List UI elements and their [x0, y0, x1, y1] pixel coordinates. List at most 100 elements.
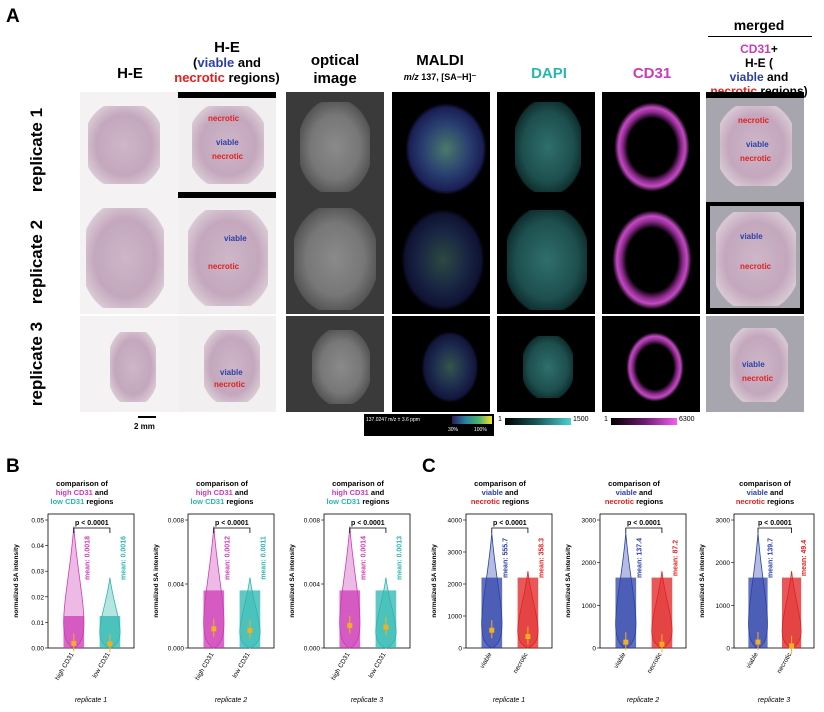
- maldi-colorbar: 137.0247 m/z ± 3.6 ppm 30% 100%: [364, 414, 494, 436]
- dapi-scale-min: 1: [498, 416, 502, 423]
- chart-title-line1: comparison of: [739, 479, 791, 488]
- p-value-label: p < 0.0001: [627, 520, 661, 527]
- mean-marker: [659, 641, 665, 647]
- y-tick-label: 0.008: [304, 518, 321, 525]
- image-dapi-rep2: [497, 202, 595, 314]
- plot-frame: [323, 513, 411, 649]
- image-merged-rep1: necrotic viable necrotic: [706, 92, 804, 204]
- image-dapi-rep3: [497, 316, 595, 412]
- y-tick-label: 0: [458, 646, 462, 653]
- cd31-colorbar: [611, 418, 677, 425]
- p-value-label: p < 0.0001: [75, 520, 109, 527]
- panel-letter-b: B: [6, 456, 20, 477]
- mean-label-low-CD31: mean: 0.0011: [260, 536, 267, 580]
- points-viable: [615, 577, 637, 648]
- scale-bar: [138, 416, 156, 418]
- cd31-scale-max: 6300: [679, 416, 695, 423]
- col-he-regions-title: H-E (viable and necrotic regions): [174, 39, 280, 85]
- mean-label-viable: mean: 139.7: [767, 538, 774, 578]
- x-tick-label: high CD31: [54, 651, 76, 681]
- y-axis-label: normalized SA intensity: [431, 544, 438, 618]
- x-tick-label: necrotic: [646, 651, 664, 675]
- cd31-scale-min: 1: [604, 416, 608, 423]
- mean-label-high-CD31: mean: 0.0012: [224, 536, 231, 580]
- mean-label-high-CD31: mean: 0.0018: [84, 536, 91, 580]
- mean-label-necrotic: mean: 87.2: [672, 540, 679, 576]
- y-tick-label: 4000: [448, 518, 463, 525]
- x-tick-label: high CD31: [194, 651, 216, 681]
- col-merged-title: CD31+ H-E ( viable and necrotic regions): [710, 42, 808, 98]
- p-value-label: p < 0.0001: [215, 520, 249, 527]
- image-he-rep3: [80, 316, 178, 412]
- x-axis-label: replicate 1: [493, 697, 525, 704]
- x-axis-label: replicate 2: [627, 697, 659, 704]
- x-tick-label: high CD31: [330, 651, 352, 681]
- y-tick-label: 0.04: [31, 543, 44, 550]
- y-tick-label: 0.05: [31, 518, 44, 525]
- x-tick-label: low CD31: [91, 651, 111, 679]
- x-tick-label: viable: [479, 651, 494, 670]
- scale-bar-label: 2 mm: [134, 422, 155, 431]
- col-maldi-title: MALDI m/z 137, [SA−H]⁻: [403, 52, 477, 82]
- points-high-CD31: [63, 616, 85, 648]
- mean-marker: [789, 643, 795, 649]
- y-tick-label: 1000: [582, 603, 597, 610]
- mean-marker: [489, 627, 495, 633]
- image-optical-rep1: [286, 92, 384, 204]
- points-low-CD31: [99, 616, 121, 648]
- y-tick-label: 0.03: [31, 569, 44, 576]
- mean-marker: [525, 634, 531, 640]
- y-axis-label: normalized SA intensity: [699, 544, 706, 618]
- plot-frame: [599, 513, 687, 649]
- col-he-title: H-E: [117, 65, 143, 82]
- chart-title-line1: comparison of: [608, 479, 660, 488]
- y-axis-label: normalized SA intensity: [565, 544, 572, 618]
- y-tick-label: 1000: [716, 603, 731, 610]
- chart-title-line1: comparison of: [332, 479, 384, 488]
- image-cd31-rep1: [602, 92, 700, 204]
- y-axis-label: normalized SA intensity: [13, 544, 20, 618]
- image-he-regions-rep2: viable necrotic: [178, 202, 276, 314]
- mean-label-necrotic: mean: 358.3: [538, 538, 545, 578]
- y-tick-label: 2000: [448, 582, 463, 589]
- mean-marker: [107, 641, 113, 647]
- p-value-label: p < 0.0001: [351, 520, 385, 527]
- significance-bracket: [491, 527, 529, 533]
- image-maldi-rep2: [392, 202, 490, 314]
- x-tick-label: low CD31: [367, 651, 387, 679]
- points-necrotic: [782, 577, 802, 648]
- chart-title-line3: low CD31 regions: [51, 497, 114, 506]
- x-tick-label: necrotic: [776, 651, 794, 675]
- mean-marker: [347, 623, 353, 629]
- y-tick-label: 0: [726, 646, 730, 653]
- plot-frame: [733, 513, 815, 649]
- significance-bracket: [625, 527, 663, 533]
- x-tick-label: viable: [613, 651, 628, 670]
- chart-title-line2: high CD31 and: [196, 488, 249, 497]
- chart-title-line2: viable and: [616, 488, 653, 497]
- image-maldi-rep3: [392, 316, 490, 412]
- chart-title-line3: necrotic regions: [605, 497, 663, 506]
- mean-label-low-CD31: mean: 0.0013: [396, 536, 403, 580]
- x-tick-label: viable: [745, 651, 760, 670]
- image-he-regions-rep1: necrotic viable necrotic: [178, 92, 276, 204]
- x-axis-label: replicate 3: [351, 697, 383, 704]
- y-tick-label: 0.004: [304, 582, 321, 589]
- chart-title-line3: low CD31 regions: [191, 497, 254, 506]
- image-merged-rep2: viable necrotic: [706, 202, 804, 314]
- points-low-CD31: [239, 590, 261, 648]
- p-value-label: p < 0.0001: [493, 520, 527, 527]
- mean-marker: [71, 640, 77, 646]
- chart-title-line2: high CD31 and: [332, 488, 385, 497]
- row-label-replicate-3: replicate 3: [27, 321, 46, 407]
- chart-title-line3: low CD31 regions: [327, 497, 390, 506]
- image-cd31-rep3: [602, 316, 700, 412]
- chart-title-line3: necrotic regions: [471, 497, 529, 506]
- mean-label-necrotic: mean: 49.4: [801, 540, 808, 576]
- chart-title-line1: comparison of: [474, 479, 526, 488]
